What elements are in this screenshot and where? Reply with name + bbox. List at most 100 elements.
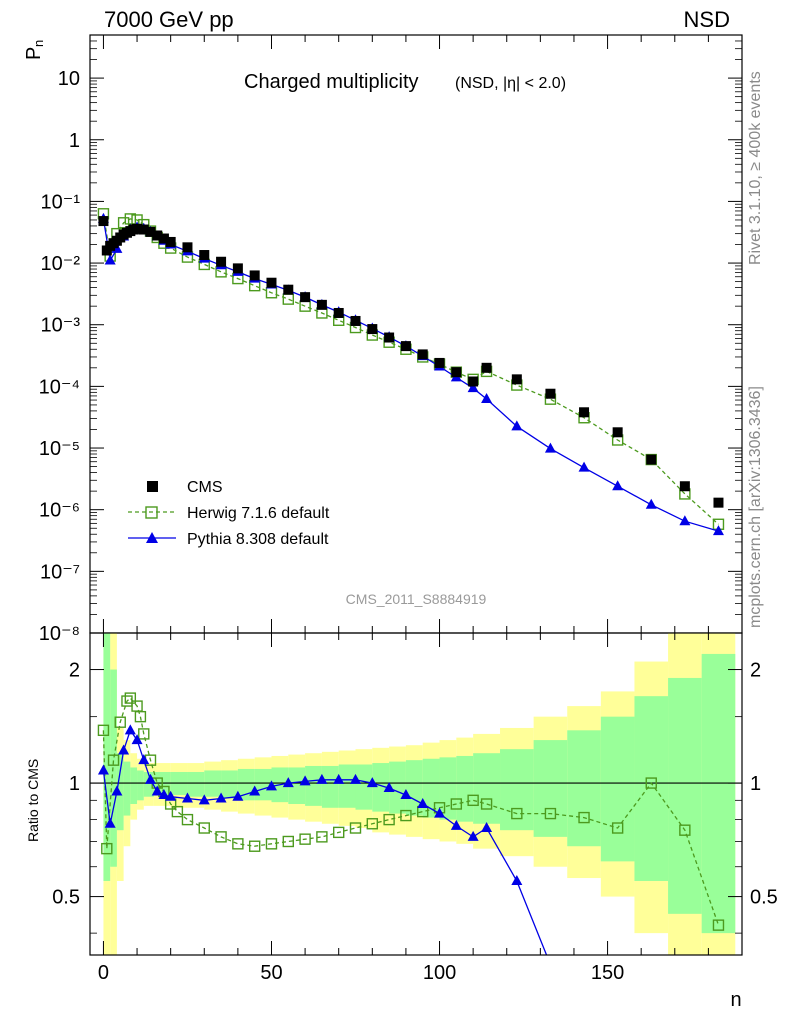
ratio-band-green <box>130 767 138 805</box>
ratio-band-green <box>123 761 131 816</box>
ratio-herwig-point <box>265 838 278 850</box>
main-cms-point <box>138 224 149 235</box>
main-cms-point <box>481 362 492 373</box>
legend-pythia-label: Pythia 8.308 default <box>187 531 329 548</box>
main-cms-point <box>434 357 445 368</box>
ratio-pythia-point <box>215 792 227 803</box>
ratio-herwig-point <box>349 822 362 834</box>
ratio-herwig-point <box>138 728 150 740</box>
main-ytick-label: 10⁻⁵ <box>39 438 80 460</box>
main-ytick-label: 10⁻⁶ <box>39 500 80 522</box>
main-cms-point <box>283 284 294 295</box>
ratio-pythia-point <box>158 788 170 799</box>
ratio-herwig-point <box>544 807 557 820</box>
main-cms-point <box>612 427 623 438</box>
main-ytick-label: 10 <box>58 68 80 90</box>
ratio-band-green <box>143 771 154 797</box>
main-cms-point <box>216 256 227 267</box>
ratio-ytick-label-right: 2 <box>750 660 761 682</box>
legend-herwig-label: Herwig 7.1.6 default <box>187 505 330 522</box>
ratio-band-green <box>254 768 272 801</box>
main-ytick-label: 10⁻² <box>41 253 81 275</box>
ratio-panel: 0.5 0.5 1 1 2 2 0 50 100 150 Ratio to CMS n <box>25 632 778 1011</box>
main-cms-point <box>182 242 193 253</box>
ratio-herwig-point <box>101 842 113 855</box>
main-ytick-label: 1 <box>69 130 80 152</box>
ratio-ytick-label: 0.5 <box>52 887 80 909</box>
ratio-pythia-point <box>450 819 462 830</box>
ratio-band-green <box>355 764 373 810</box>
ratio-ylabel: Ratio to CMS <box>25 759 41 842</box>
process-label: NSD <box>684 7 730 32</box>
ratio-band-green <box>103 633 111 881</box>
ratio-pythia-point <box>165 790 177 801</box>
ratio-band-green <box>533 740 568 837</box>
main-ylabel: P <box>23 47 45 60</box>
ratio-band-green <box>668 677 702 914</box>
main-cms-point <box>545 388 556 399</box>
ratio-band-green <box>137 770 144 801</box>
ratio-pythia-point <box>333 773 345 784</box>
ratio-band-green <box>473 753 501 824</box>
ratio-pythia-point <box>111 785 123 796</box>
ratio-herwig-point <box>248 840 261 852</box>
ratio-pythia-point <box>144 773 156 784</box>
main-cms-point <box>679 481 690 492</box>
main-ytick-label: 10⁻¹ <box>41 191 81 213</box>
main-cms-point <box>451 367 462 378</box>
ratio-herwig-point <box>712 919 725 931</box>
main-cms-point <box>511 374 522 385</box>
main-pythia-point <box>104 254 116 265</box>
ratio-ytick-label: 1 <box>69 773 80 795</box>
legend-herwig-marker <box>145 506 158 519</box>
ratio-band-green <box>187 771 205 797</box>
ratio-pythia-point <box>131 734 143 745</box>
main-panel: 10⁻⁸ 10⁻⁷ 10⁻⁶ 10⁻⁵ 10⁻⁴ 10⁻³ 10⁻² 10⁻¹ 1 10 Char… <box>23 34 743 645</box>
ratio-herwig-point <box>578 811 590 824</box>
ratio-ytick-label-right: 0.5 <box>750 887 778 909</box>
ratio-herwig-point <box>232 838 244 850</box>
ratio-ytick-label: 2 <box>69 660 80 682</box>
ratio-band-green <box>372 763 390 812</box>
ratio-herwig-point <box>383 813 395 826</box>
main-cms-point <box>249 270 260 281</box>
main-ytick-label: 10⁻⁴ <box>39 376 80 398</box>
ratio-herwig-point <box>299 833 311 845</box>
ratio-herwig-point <box>679 824 691 836</box>
main-cms-point <box>145 226 156 237</box>
main-cms-point <box>266 277 277 288</box>
ratio-pythia-point <box>232 790 244 801</box>
ratio-band-green <box>338 764 356 808</box>
rivet-label: Rivet 3.1.10, ≥ 400k events <box>747 71 764 265</box>
ratio-herwig-point <box>611 822 624 834</box>
main-pythia-point <box>578 461 590 472</box>
ratio-band-green <box>567 730 601 847</box>
ratio-herwig-point <box>282 835 294 848</box>
ratio-herwig-point <box>645 777 657 789</box>
ratio-xtick-label: 100 <box>423 962 456 984</box>
ratio-pythia-point <box>118 744 130 755</box>
ratio-pythia-point <box>467 830 479 841</box>
main-pythia-point <box>467 382 479 393</box>
ratio-herwig-point <box>97 724 110 737</box>
ratio-band-green <box>221 770 238 799</box>
main-cms-point <box>713 497 724 508</box>
main-pythia-point <box>481 392 493 403</box>
ratio-band-green <box>288 767 306 805</box>
ratio-pythia-point <box>417 798 429 809</box>
ratio-frame <box>89 632 743 956</box>
main-cms-point <box>646 454 657 465</box>
ratio-pythia-point <box>265 780 277 791</box>
legend-pythia-marker <box>146 532 158 543</box>
ratio-pythia-point <box>316 773 328 784</box>
main-pythia-point <box>544 442 556 453</box>
main-ylabel-sub: n <box>31 40 46 47</box>
main-pythia-point <box>511 420 523 431</box>
main-cms-point <box>300 292 311 303</box>
ratio-band-green <box>456 755 474 822</box>
ratio-pythia-point <box>350 773 362 784</box>
ratio-pythia-point <box>434 807 446 818</box>
ratio-band-green <box>389 761 406 814</box>
x-axis-label: n <box>730 989 741 1011</box>
